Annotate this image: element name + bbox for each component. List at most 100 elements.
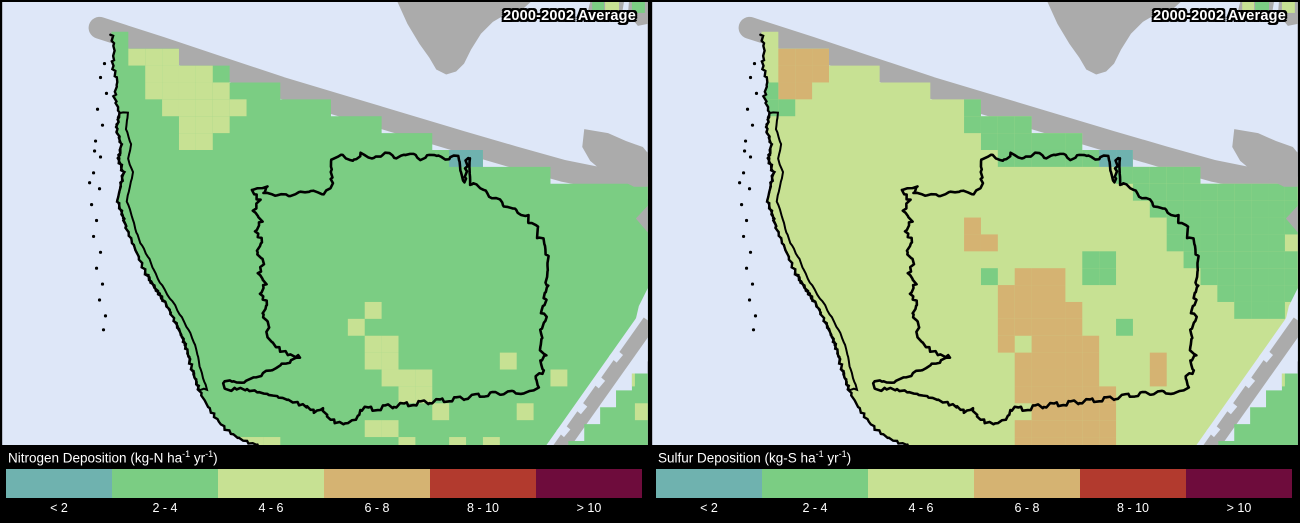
island-dot (95, 107, 100, 111)
legend-swatch-8 - 10 (430, 468, 536, 498)
island-dot (750, 123, 755, 127)
vancouver-island-land (1047, 2, 1181, 75)
legend-label: 2 - 4 (802, 500, 828, 515)
legend-swatch-< 2 (656, 468, 762, 498)
sulfur-panel: 2000-2002 Average Sulfur Deposition (kg-… (652, 2, 1298, 521)
island-dot (747, 187, 752, 191)
island-dot (93, 139, 98, 143)
island-dot (751, 328, 756, 332)
nitrogen-map (2, 2, 648, 445)
deposition-grid-cells (128, 48, 648, 445)
water-sliver (1206, 423, 1221, 438)
legend-label: < 2 (50, 500, 68, 515)
island-dot (97, 187, 102, 191)
legend-label: 8 - 10 (1117, 500, 1149, 515)
water-sliver (1259, 348, 1274, 363)
island-dot (744, 218, 749, 223)
legend-swatch-8 - 10 (1080, 468, 1186, 498)
island-dot (88, 181, 92, 185)
water-sliver (1223, 400, 1238, 415)
legend-swatch-< 2 (6, 468, 112, 498)
island-dot (94, 218, 99, 223)
legend-swatch-4 - 6 (218, 468, 324, 498)
nitrogen-panel: 2000-2002 Average Nitrogen Deposition (k… (2, 2, 648, 521)
legend-title: Nitrogen Deposition (kg-N ha-1 yr-1) (8, 449, 218, 466)
water-sliver (573, 400, 588, 415)
water-sliver (609, 348, 624, 363)
island-dot (741, 234, 746, 239)
island-dot (739, 203, 744, 207)
island-dot (748, 155, 753, 159)
coastline (759, 33, 909, 445)
northeast-land (582, 129, 648, 187)
island-dot (744, 266, 749, 270)
island-dot (104, 91, 109, 95)
northeast-land (1232, 129, 1298, 187)
hood-canal-land (553, 317, 648, 445)
water-sliver (556, 423, 571, 438)
legend-label: 4 - 6 (908, 500, 934, 515)
east-shore-land (1285, 205, 1298, 233)
legend-label: 4 - 6 (258, 500, 284, 515)
island-dot (747, 298, 752, 302)
legend-swatch-6 - 8 (974, 468, 1080, 498)
island-dot (102, 61, 107, 66)
legend-swatch-2 - 4 (112, 468, 218, 498)
island-dot (91, 171, 96, 175)
nitrogen-legend: Nitrogen Deposition (kg-N ha-1 yr-1) < 2… (2, 449, 648, 515)
north-coast-land (738, 16, 1298, 199)
island-dot (97, 298, 102, 302)
legend-labels: < 2 2 - 4 4 - 6 6 - 8 8 - 10 > 10 (656, 501, 1292, 515)
sulfur-legend: Sulfur Deposition (kg-S ha-1 yr-1) < 2 2… (652, 449, 1298, 515)
island-dot (100, 123, 105, 127)
east-shore-land (635, 205, 648, 233)
legend-swatch-> 10 (1186, 468, 1292, 498)
legend-label: 2 - 4 (152, 500, 178, 515)
deposition-grid-base (111, 31, 648, 445)
island-dot (738, 181, 742, 185)
island-dot (91, 234, 96, 239)
vancouver-island-land (397, 2, 531, 75)
legend-labels: < 2 2 - 4 4 - 6 6 - 8 8 - 10 > 10 (6, 501, 642, 515)
legend-label: > 10 (1226, 500, 1252, 515)
island-dot (745, 107, 750, 111)
island-dot (750, 282, 755, 286)
island-dot (748, 75, 753, 80)
southeast-grid-base (1218, 373, 1298, 445)
hood-canal-land (1203, 317, 1298, 445)
legend-title: Sulfur Deposition (kg-S ha-1 yr-1) (658, 449, 852, 466)
island-dot (741, 171, 746, 175)
sulfur-map-area: 2000-2002 Average (652, 2, 1298, 445)
southeast-grid-base (568, 373, 648, 445)
island-dot (101, 328, 106, 332)
legend-label: 6 - 8 (1014, 500, 1040, 515)
island-dot (752, 61, 757, 66)
legend-swatch-6 - 8 (324, 468, 430, 498)
island-dot (89, 203, 94, 207)
date-range-badge: 2000-2002 Average (1153, 8, 1286, 24)
date-range-badge: 2000-2002 Average (503, 8, 636, 24)
island-dot (92, 149, 97, 153)
legend-colorbar (6, 468, 642, 498)
island-dot (753, 314, 758, 318)
legend-label: > 10 (576, 500, 602, 515)
park-boundary (871, 151, 1200, 426)
island-dot (748, 250, 753, 254)
island-dot (98, 155, 103, 159)
island-dot (98, 250, 103, 254)
deposition-grid-base (761, 31, 1298, 445)
island-dot (103, 314, 108, 318)
legend-label: 8 - 10 (467, 500, 499, 515)
park-boundary (221, 151, 550, 426)
nitrogen-map-area: 2000-2002 Average (2, 2, 648, 445)
sulfur-map (652, 2, 1298, 445)
island-dot (98, 75, 103, 80)
legend-colorbar (656, 468, 1292, 498)
coastline (109, 33, 259, 445)
legend-swatch-> 10 (536, 468, 642, 498)
island-dot (94, 266, 99, 270)
legend-label: 6 - 8 (364, 500, 390, 515)
island-dot (742, 149, 747, 153)
legend-swatch-2 - 4 (762, 468, 868, 498)
